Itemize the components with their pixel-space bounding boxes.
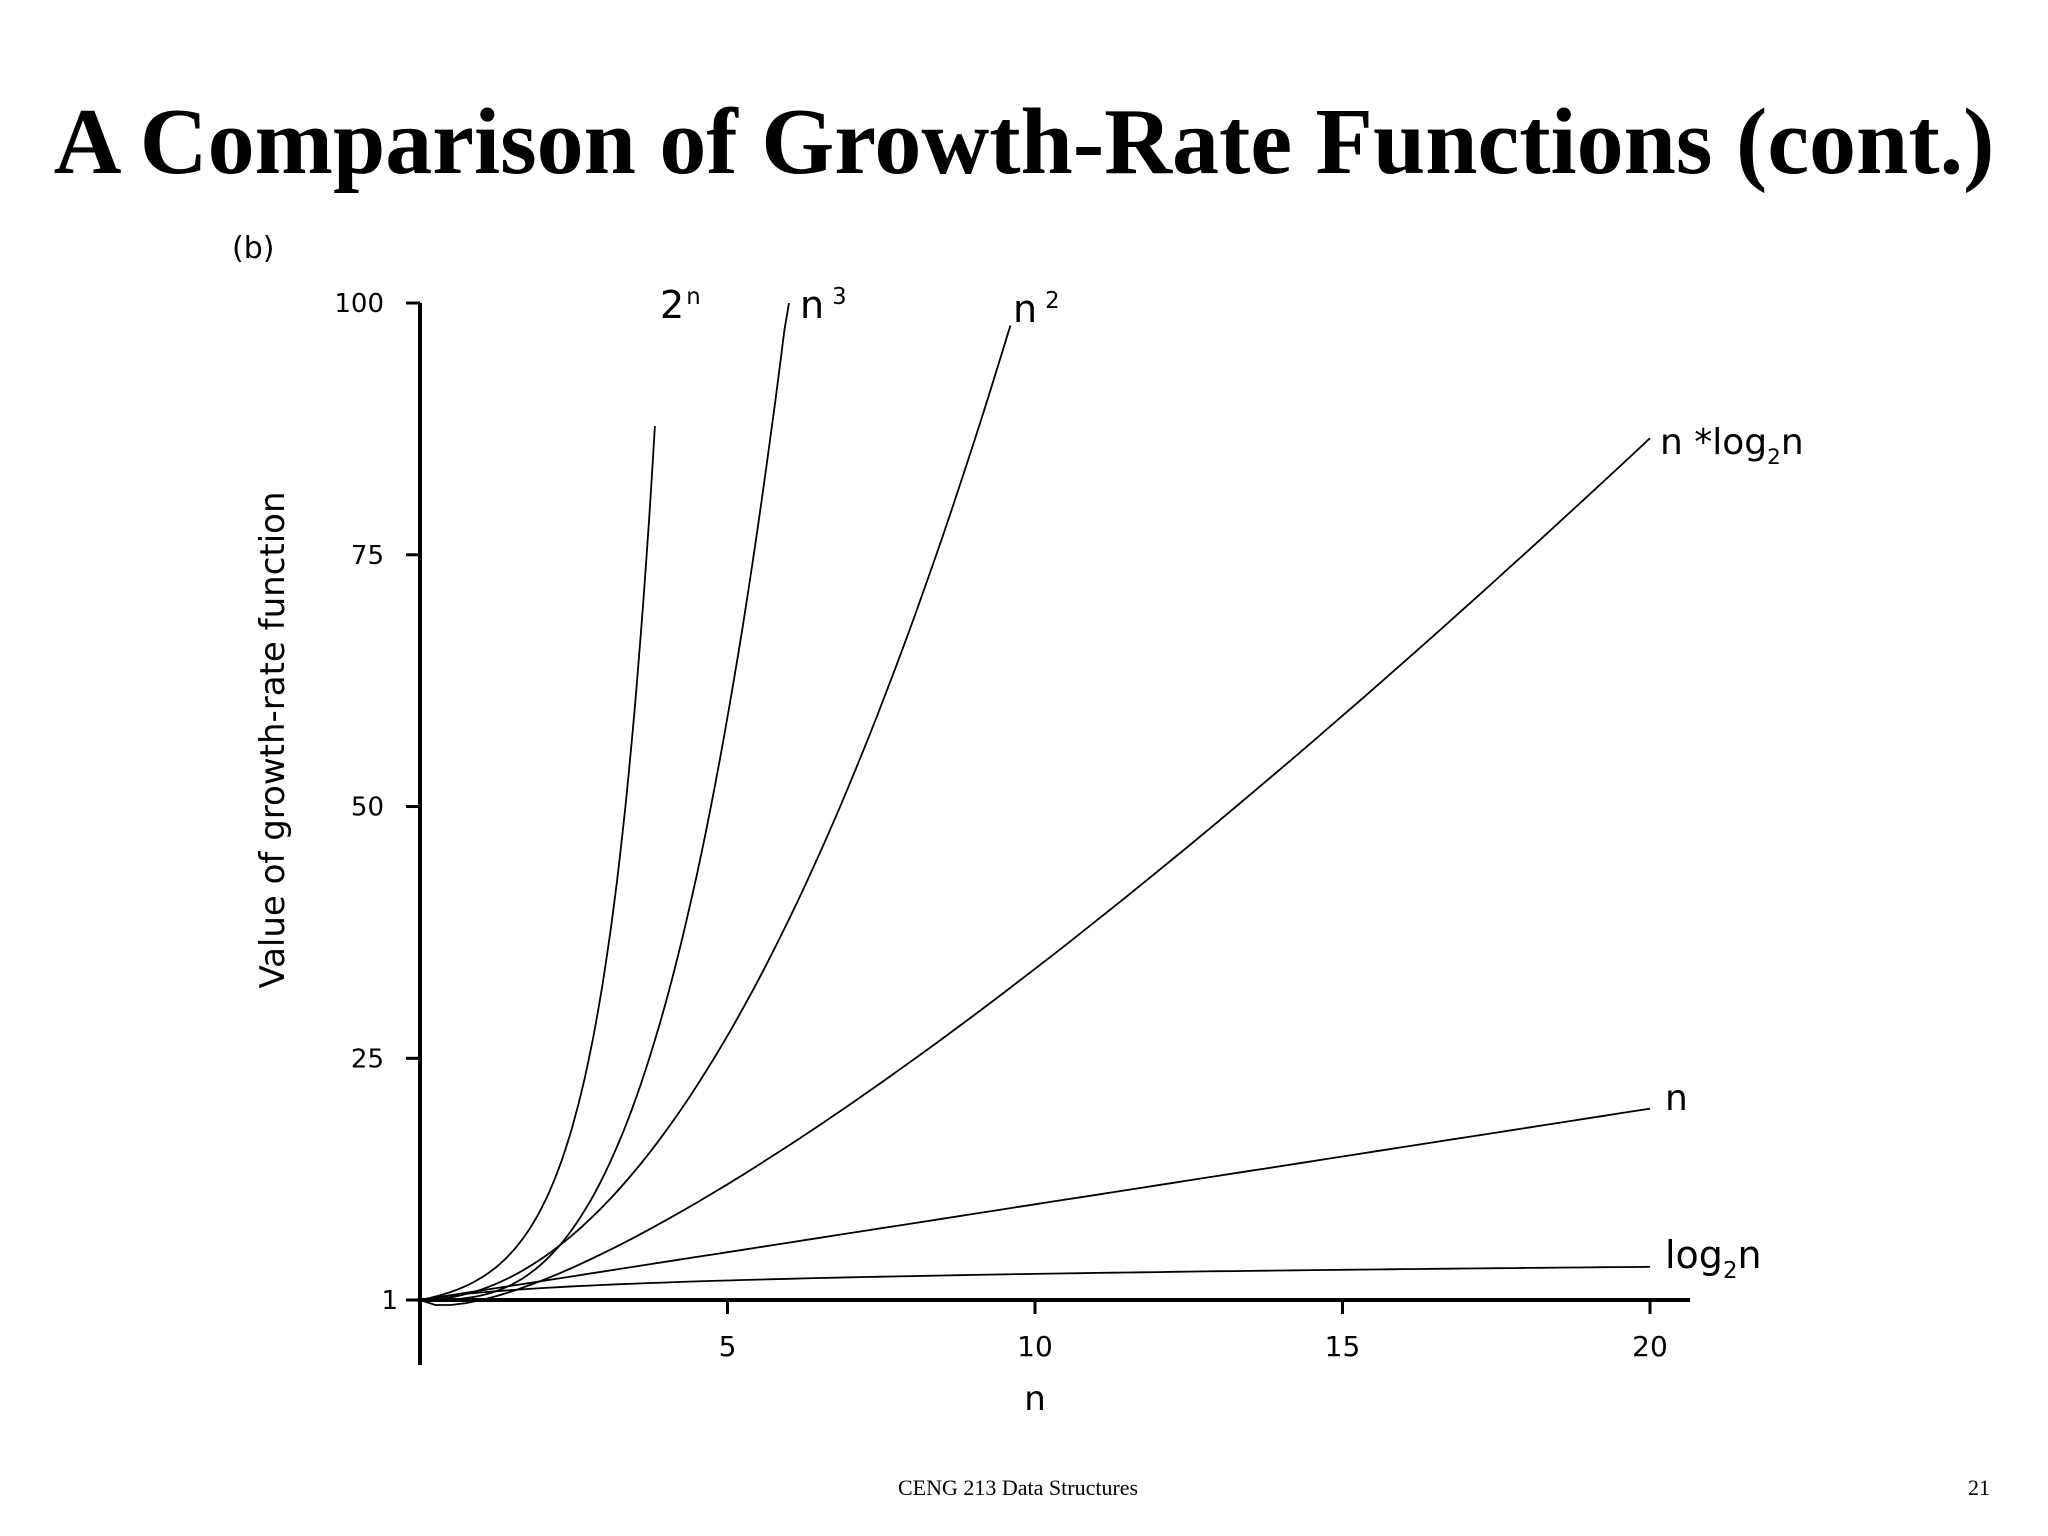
series-line-linear: [419, 1107, 1651, 1301]
series-label-nlogn: n *log2n: [1660, 422, 1804, 470]
chart-plot-area: [419, 302, 1651, 1306]
y-tick-label: 100: [334, 289, 384, 319]
page-number: 21: [1968, 1475, 1990, 1500]
x-tick-label: 15: [1325, 1330, 1361, 1363]
y-axis-title: Value of growth-rate function: [253, 491, 293, 988]
x-axis-title: n: [1024, 1379, 1046, 1419]
y-tick-label: 75: [351, 541, 384, 571]
slide-title: A Comparison of Growth-Rate Functions (c…: [53, 90, 1995, 194]
y-tick-label: 50: [351, 793, 384, 823]
footer-course-name: CENG 213 Data Structures: [898, 1475, 1139, 1500]
series-line-cube: [420, 302, 790, 1301]
y-tick-label: 1: [381, 1286, 398, 1316]
y-tick-label: 25: [351, 1044, 384, 1074]
series-label-log: log2n: [1665, 1233, 1762, 1284]
x-tick-label: 5: [719, 1330, 737, 1363]
series-line-square: [419, 325, 1012, 1301]
x-tick-label: 20: [1632, 1330, 1668, 1363]
chart-labels: 2n n 3 n 2 n *log2n n log2n: [660, 283, 1804, 1284]
panel-label: (b): [232, 231, 274, 266]
series-line-nlogn: [419, 437, 1651, 1306]
series-line-log: [419, 1265, 1651, 1301]
chart-axes: 1 25 50 75 100 5 10 15 20 n Value of growth-rate f…: [232, 231, 1690, 1419]
x-tick-label: 10: [1017, 1330, 1053, 1363]
series-label-exp2: 2n: [660, 283, 701, 327]
series-label-linear: n: [1665, 1078, 1688, 1119]
series-line-exp2: [419, 426, 656, 1301]
